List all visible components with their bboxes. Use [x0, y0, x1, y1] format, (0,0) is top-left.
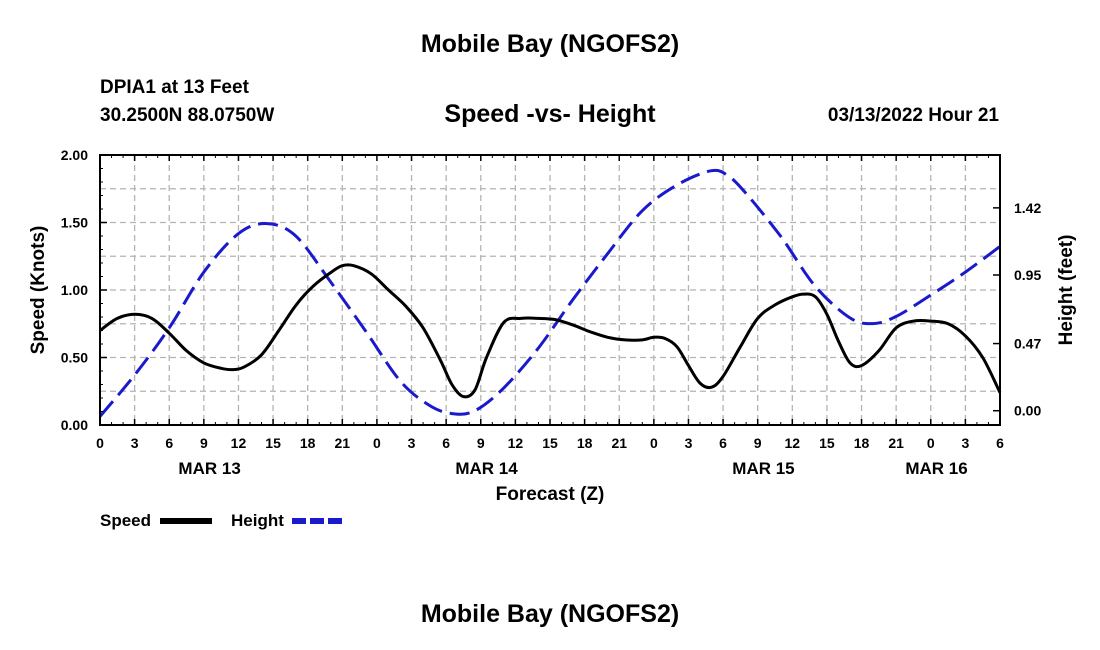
x-tick-label: 15 [542, 435, 558, 451]
y-tick-label: 1.00 [61, 282, 88, 298]
axis-ticks [99, 154, 1001, 426]
forecast-datetime: 03/13/2022 Hour 21 [827, 105, 999, 126]
y2-tick-label: 0.47 [1014, 336, 1041, 352]
x-tick-label: 3 [408, 435, 416, 451]
series-layer [98, 168, 1002, 418]
y-axis-title: Speed (Knots) [28, 226, 49, 355]
x-tick-label: 18 [854, 435, 870, 451]
x-tick-label: 15 [265, 435, 281, 451]
x-tick-label: 9 [477, 435, 485, 451]
station-label: DPIA1 at 13 Feet [100, 77, 249, 98]
x-axis-title: Forecast (Z) [496, 484, 605, 505]
x-tick-label: 18 [577, 435, 593, 451]
x-tick-label: 21 [335, 435, 351, 451]
x-tick-label: 9 [754, 435, 762, 451]
chart-title: Speed -vs- Height [444, 100, 656, 128]
legend: Speed Height [100, 511, 342, 530]
y-tick-label: 1.50 [61, 215, 88, 231]
x-tick-label: 0 [373, 435, 381, 451]
x-tick-label: 0 [650, 435, 658, 451]
page-title-repeat: Mobile Bay (NGOFS2) [420, 600, 680, 628]
y-tick-label: 2.00 [61, 147, 88, 163]
x-tick-label: 6 [165, 435, 173, 451]
y-tick-label: 0.50 [61, 350, 88, 366]
x-tick-label: 6 [442, 435, 450, 451]
y2-tick-label: 1.42 [1014, 200, 1041, 216]
x-tick-label: 15 [819, 435, 835, 451]
y2-tick-label: 0.00 [1014, 403, 1041, 419]
x-tick-label: 21 [888, 435, 904, 451]
x-tick-label: 12 [785, 435, 801, 451]
series-line-speed [99, 263, 1002, 399]
legend-height-label: Height [231, 511, 284, 530]
date-label: MAR 15 [732, 459, 794, 478]
date-label: MAR 16 [905, 459, 967, 478]
x-tick-label: 6 [719, 435, 727, 451]
x-tick-label: 3 [685, 435, 693, 451]
y-tick-label: 0.00 [61, 417, 88, 433]
x-tick-label: 21 [611, 435, 627, 451]
series-line-height [98, 168, 1001, 418]
x-tick-label: 9 [200, 435, 208, 451]
x-tick-label: 12 [508, 435, 524, 451]
axis-labels: 0 3 6 9 12 15 18 21 0 3 6 9 12 15 18 21 0 3 6 9 12 15 18 21 0 3 6M… [61, 147, 1042, 478]
y2-axis-title: Height (feet) [1056, 235, 1077, 346]
date-label: MAR 13 [178, 459, 240, 478]
x-tick-label: 0 [96, 435, 104, 451]
station-coordinates: 30.2500N 88.0750W [100, 105, 275, 126]
x-tick-label: 6 [996, 435, 1004, 451]
x-tick-label: 0 [927, 435, 935, 451]
page-title: Mobile Bay (NGOFS2) [420, 30, 680, 58]
legend-speed-label: Speed [100, 511, 151, 530]
x-tick-label: 18 [300, 435, 316, 451]
x-tick-label: 12 [231, 435, 247, 451]
y2-tick-label: 0.95 [1014, 267, 1041, 283]
x-tick-label: 3 [131, 435, 139, 451]
x-tick-label: 3 [961, 435, 969, 451]
date-label: MAR 14 [455, 459, 518, 478]
grid-lines [100, 155, 1000, 425]
